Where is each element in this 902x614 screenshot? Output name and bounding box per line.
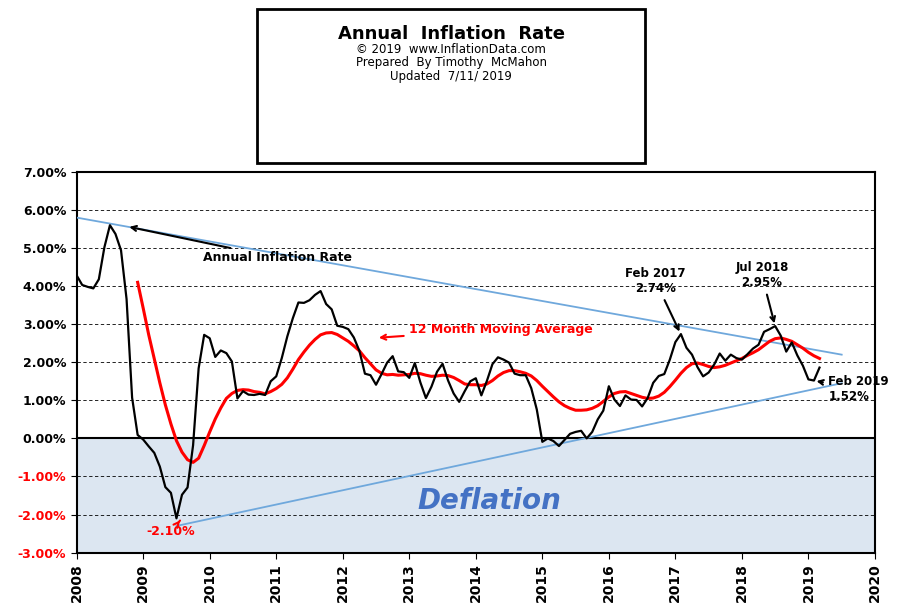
Text: Feb 2019
1.52%: Feb 2019 1.52% <box>819 375 889 403</box>
Text: -2.10%: -2.10% <box>146 521 195 538</box>
Text: © 2019  www.InflationData.com: © 2019 www.InflationData.com <box>356 43 546 56</box>
Text: Annual  Inflation  Rate: Annual Inflation Rate <box>337 25 565 42</box>
Text: Annual Inflation Rate: Annual Inflation Rate <box>132 226 352 265</box>
Text: Feb 2017
2.74%: Feb 2017 2.74% <box>625 267 686 330</box>
Text: 12 Month Moving Average: 12 Month Moving Average <box>382 322 593 340</box>
Text: Deflation: Deflation <box>417 487 561 515</box>
Text: Jul 2018
2.95%: Jul 2018 2.95% <box>735 261 788 321</box>
Text: Prepared  By Timothy  McMahon: Prepared By Timothy McMahon <box>355 56 547 69</box>
Bar <box>77 438 875 553</box>
Text: Updated  7/11/ 2019: Updated 7/11/ 2019 <box>390 70 512 83</box>
